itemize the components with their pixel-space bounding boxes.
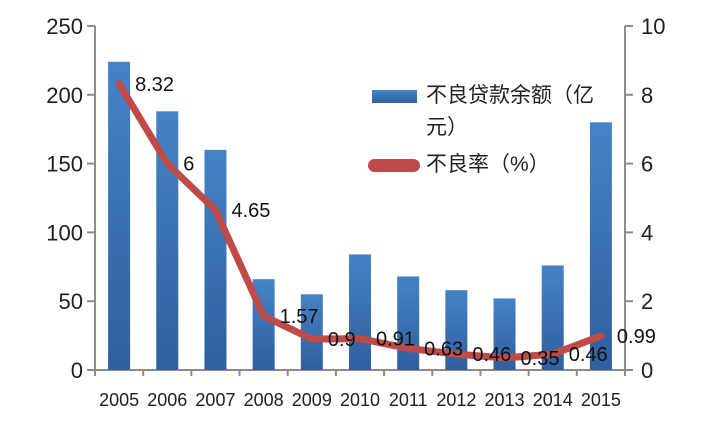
- y-axis-left-label-100: 100: [46, 220, 83, 245]
- rate-label-2011: 0.63: [424, 338, 463, 360]
- x-axis-label-2011: 2011: [389, 390, 428, 410]
- x-axis-label-2014: 2014: [533, 390, 573, 410]
- legend-swatch-balance-bar: [372, 90, 417, 103]
- y-axis-left-label-50: 50: [59, 289, 83, 314]
- bar-2007: [204, 149, 227, 370]
- x-axis-label-2006: 2006: [147, 390, 187, 410]
- legend-label-rate: 不良率（%）: [426, 153, 550, 176]
- rate-label-2006: 6: [183, 154, 194, 176]
- y-axis-right-label-6: 6: [641, 152, 653, 177]
- y-axis-left-label-200: 200: [46, 83, 83, 108]
- y-axis-left-label-150: 150: [46, 152, 83, 177]
- y-axis-right-label-4: 4: [641, 220, 653, 245]
- legend-item-balance: 不良贷款余额（亿元）: [358, 80, 624, 144]
- y-axis-right-label-10: 10: [641, 14, 665, 39]
- rate-label-2008: 1.57: [280, 306, 319, 328]
- y-axis-right-label-2: 2: [641, 289, 653, 314]
- x-axis-label-2012: 2012: [436, 390, 476, 410]
- bar-2010: [349, 254, 371, 370]
- bar-2013: [493, 298, 516, 370]
- bar-2015: [589, 122, 612, 370]
- x-axis-label-2015: 2015: [581, 390, 621, 410]
- rate-label-2015: 0.99: [617, 326, 656, 348]
- x-axis-label-2005: 2005: [99, 390, 139, 410]
- legend: 不良贷款余额（亿元） 不良率（%）: [358, 80, 624, 186]
- x-axis-label-2007: 2007: [195, 390, 235, 410]
- x-axis-label-2013: 2013: [485, 390, 525, 410]
- bar-2009: [300, 294, 323, 370]
- rate-label-2005: 8.32: [135, 74, 174, 96]
- rate-label-2010: 0.91: [376, 329, 415, 351]
- legend-label-balance: 不良贷款余额（亿元）: [426, 84, 594, 139]
- x-axis-label-2009: 2009: [292, 390, 332, 410]
- rate-line: [115, 80, 605, 362]
- bar-2014: [541, 265, 564, 370]
- y-axis-left-label-0: 0: [71, 358, 83, 383]
- bar-2006: [156, 111, 179, 370]
- rate-label-2007: 4.65: [231, 200, 270, 222]
- rate-label-2013: 0.35: [521, 348, 560, 370]
- y-axis-left-label-250: 250: [46, 14, 83, 39]
- x-axis-label-2008: 2008: [244, 390, 284, 410]
- legend-swatch-rate-line: [368, 159, 420, 172]
- y-axis-right-label-8: 8: [641, 83, 653, 108]
- x-axis-label-2010: 2010: [340, 390, 380, 410]
- bar-2011: [397, 276, 420, 370]
- rate-label-2009: 0.9: [328, 329, 356, 351]
- rate-label-2014: 0.46: [569, 344, 608, 366]
- bar-2005: [108, 61, 131, 370]
- y-axis-right-label-0: 0: [641, 358, 653, 383]
- rate-label-2012: 0.46: [472, 344, 511, 366]
- legend-item-rate: 不良率（%）: [358, 149, 624, 181]
